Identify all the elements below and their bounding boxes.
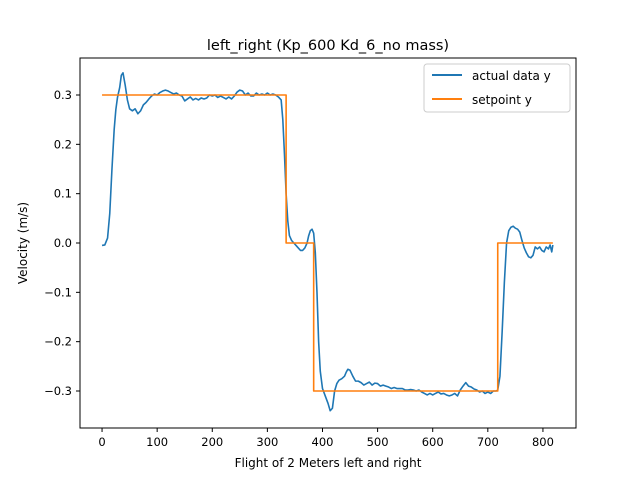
y-axis: −0.3 −0.2 −0.1 0.0 0.1 0.2 0.3	[44, 88, 80, 398]
y-tick-label: 0.1	[54, 187, 72, 201]
x-tick-label: 100	[146, 435, 168, 449]
chart-title: left_right (Kp_600 Kd_6_no mass)	[207, 38, 449, 54]
x-tick-label: 800	[532, 435, 554, 449]
x-tick-label: 300	[256, 435, 278, 449]
x-tick-label: 200	[201, 435, 223, 449]
y-tick-label: −0.3	[44, 384, 72, 398]
y-tick-label: 0.3	[54, 88, 72, 102]
legend-label-actual-data-y: actual data y	[472, 69, 551, 83]
x-tick-label: 500	[367, 435, 389, 449]
x-tick-label: 400	[312, 435, 334, 449]
legend: actual data y setpoint y	[423, 63, 571, 113]
x-tick-label: 700	[477, 435, 499, 449]
series-line-setpoint-y	[102, 94, 553, 392]
y-tick-label: 0.2	[54, 137, 72, 151]
y-tick-label: −0.2	[44, 335, 72, 349]
y-axis-label: Velocity (m/s)	[16, 202, 30, 284]
x-axis: 0 100 200 300 400 500 600 700 800	[98, 428, 554, 449]
legend-label-setpoint-y: setpoint y	[472, 93, 532, 107]
x-tick-label: 600	[422, 435, 444, 449]
y-tick-label: 0.0	[54, 236, 72, 250]
series-line-actual-data-y	[101, 72, 554, 412]
x-tick-label: 0	[98, 435, 105, 449]
y-tick-label: −0.1	[44, 285, 72, 299]
x-axis-label: Flight of 2 Meters left and right	[235, 456, 422, 470]
